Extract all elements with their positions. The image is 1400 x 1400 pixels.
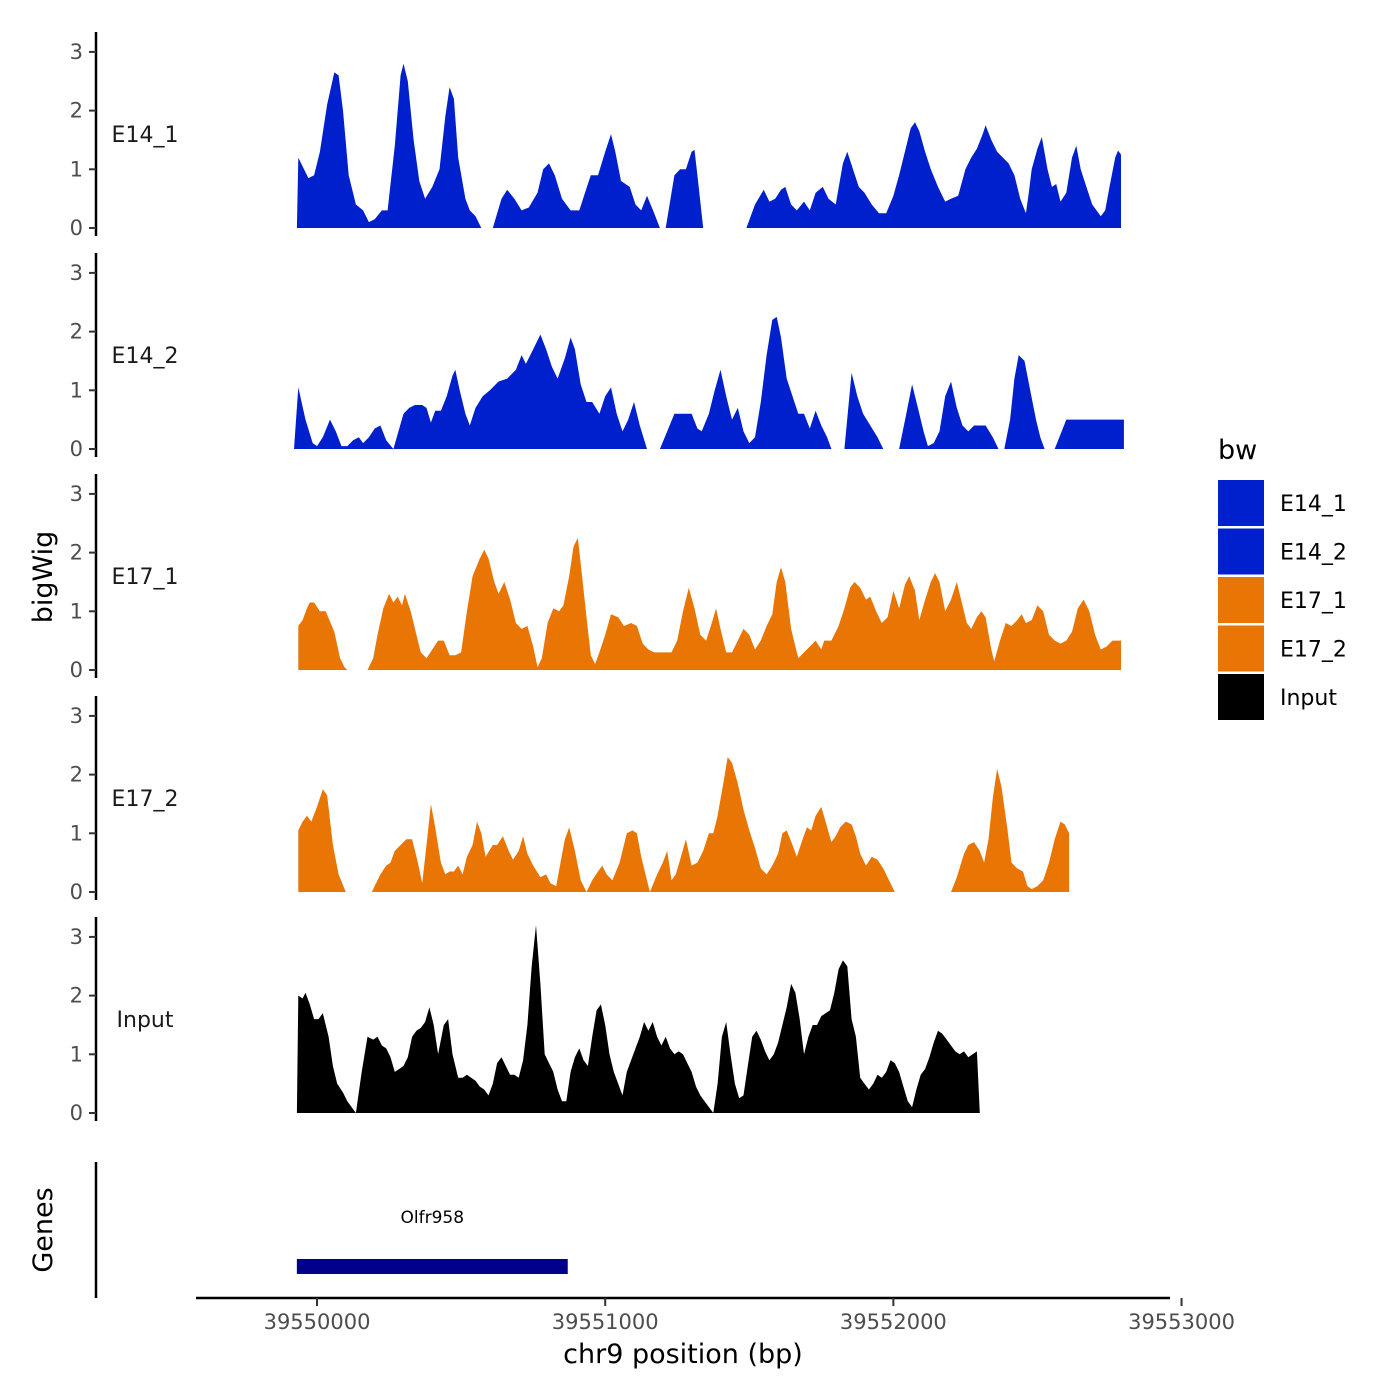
y-tick-label: 1 (70, 1042, 83, 1066)
y-tick-label: 3 (70, 925, 83, 949)
x-tick-label: 39552000 (840, 1310, 947, 1334)
track-E14_1: 0 1 2 3 E14_1 (70, 32, 1121, 240)
y-tick-label: 2 (70, 763, 83, 787)
legend-label: E17_1 (1280, 589, 1347, 614)
y-tick-label: 0 (70, 880, 83, 904)
legend-swatch-E14_1 (1218, 480, 1264, 526)
y-tick-label: 2 (70, 99, 83, 123)
gene-name-label: Olfr958 (401, 1208, 465, 1228)
genes-panel-title: Genes (28, 1187, 59, 1272)
series-area-E14_1 (296, 63, 1121, 228)
x-axis: 39550000 39551000 39552000 39553000 (196, 1296, 1235, 1334)
y-tick-label: 3 (70, 482, 83, 506)
y-tick-label: 2 (70, 541, 83, 565)
legend-swatch-E14_2 (1218, 528, 1264, 575)
legend-swatch-E17_1 (1218, 577, 1264, 623)
legend-label: E14_2 (1280, 541, 1347, 566)
track-Input: 0 1 2 3 Input (70, 917, 980, 1125)
y-tick-label: 1 (70, 821, 83, 845)
y-tick-label: 0 (70, 216, 83, 240)
legend-swatch-Input (1218, 674, 1264, 720)
x-tick-label: 39551000 (552, 1310, 659, 1334)
legend-label: E17_2 (1280, 638, 1347, 663)
track-label: E17_1 (112, 565, 179, 590)
x-tick-label: 39550000 (264, 1310, 371, 1334)
track-label: E14_2 (112, 344, 179, 369)
y-tick-label: 1 (70, 378, 83, 402)
y-tick-label: 0 (70, 1101, 83, 1125)
x-axis-title: chr9 position (bp) (563, 1339, 803, 1370)
x-tick-label: 39553000 (1128, 1310, 1235, 1334)
track-E17_2: 0 1 2 3 E17_2 (70, 696, 1070, 904)
track-label: E14_1 (112, 123, 179, 148)
legend-swatch-E17_2 (1218, 625, 1264, 672)
track-E14_2: 0 1 2 3 E14_2 (70, 253, 1124, 461)
track-label: E17_2 (112, 787, 179, 812)
series-area-E17_2 (298, 757, 1070, 892)
y-tick-label: 3 (70, 704, 83, 728)
y-tick-label: 1 (70, 599, 83, 623)
legend-label: E14_1 (1280, 492, 1347, 517)
y-tick-label: 2 (70, 984, 83, 1008)
genes-panel: Olfr958 (94, 1162, 568, 1298)
series-area-Input (296, 925, 980, 1113)
y-tick-label: 0 (70, 658, 83, 682)
series-area-E14_2 (294, 316, 1124, 449)
signal-tracks: 0 1 2 3 E14_1 0 1 2 3 E14_2 0 1 2 3 E17_1 0 1 2 3 E17_2 0 1 2 3… (70, 32, 1124, 1125)
track-E17_1: 0 1 2 3 E17_1 (70, 474, 1121, 682)
y-tick-label: 0 (70, 437, 83, 461)
y-tick-label: 3 (70, 261, 83, 285)
y-tick-label: 1 (70, 157, 83, 181)
legend: bw E14_1 E14_2 E17_1 E17_2 Input (1218, 435, 1347, 720)
y-axis-title: bigWig (28, 531, 59, 624)
legend-title: bw (1218, 435, 1257, 466)
y-tick-label: 2 (70, 320, 83, 344)
series-area-E17_1 (298, 537, 1121, 670)
legend-label: Input (1280, 686, 1337, 711)
gene-body (296, 1259, 568, 1274)
track-label: Input (117, 1008, 174, 1033)
y-tick-label: 3 (70, 40, 83, 64)
